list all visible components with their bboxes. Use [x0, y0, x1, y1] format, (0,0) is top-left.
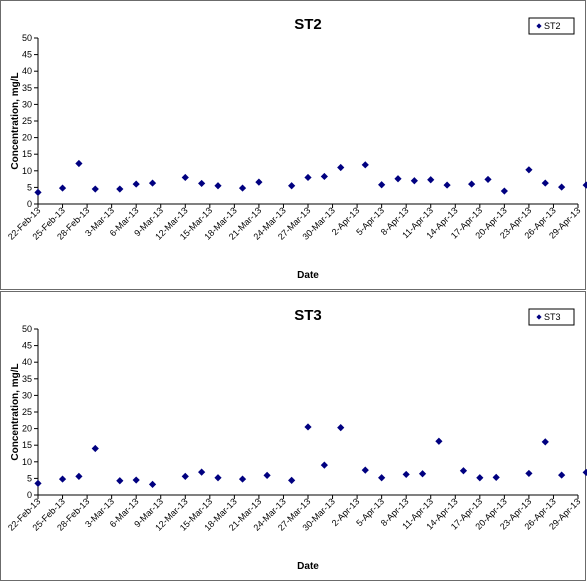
y-tick-label: 15 — [22, 149, 32, 159]
legend: ST2 — [528, 17, 575, 35]
legend-label: ST2 — [544, 21, 561, 31]
data-point — [132, 180, 140, 188]
data-point — [337, 163, 345, 172]
data-point — [459, 467, 468, 475]
st2-chart-panel: ST2 0 5 10 15 20 25 30 35 40 45 50 22-Feb-13 25-Feb-1… — [0, 0, 587, 290]
data-point — [402, 470, 410, 479]
data-point — [525, 166, 533, 174]
y-tick-label: 30 — [22, 390, 32, 400]
x-axis-title: Date — [297, 270, 319, 281]
data-point — [116, 477, 124, 485]
y-axis-title: Concentration, mg/L — [10, 363, 21, 460]
legend-marker — [536, 23, 542, 29]
y-tick-label: 25 — [22, 407, 32, 417]
data-point — [181, 472, 189, 481]
legend-label: ST3 — [544, 312, 561, 322]
y-tick-label: 35 — [22, 83, 32, 93]
chart-title: ST2 — [294, 16, 322, 33]
y-tick-label: 40 — [22, 357, 32, 367]
y-tick-label: 45 — [22, 341, 32, 351]
y-tick-label: 10 — [22, 457, 32, 467]
data-point — [361, 466, 369, 474]
data-point — [148, 179, 157, 187]
legend-box — [528, 17, 575, 35]
data-point — [214, 182, 222, 190]
y-tick-label: 30 — [22, 99, 32, 109]
y-tick-label: 35 — [22, 374, 32, 384]
data-point — [198, 179, 206, 188]
data-point — [558, 183, 566, 191]
data-point — [132, 476, 140, 484]
data-point — [148, 480, 157, 488]
y-tick-label: 5 — [27, 473, 32, 483]
y-tick-label: 45 — [22, 50, 32, 60]
data-point — [198, 468, 206, 476]
data-point — [427, 176, 435, 184]
data-point — [582, 468, 587, 477]
data-point — [541, 179, 549, 187]
st3-chart: ST30510152025303540455022-Feb-1325-Feb-1… — [6, 307, 587, 572]
y-tick-label: 50 — [22, 324, 32, 334]
data-point — [116, 185, 124, 193]
y-tick-label: 15 — [22, 440, 32, 450]
data-point — [361, 161, 369, 169]
data-point — [288, 182, 296, 190]
data-point — [476, 474, 484, 482]
y-tick-label: 0 — [27, 199, 32, 209]
data-point — [181, 173, 189, 182]
data-point — [263, 471, 271, 480]
y-tick-label: 0 — [27, 490, 32, 500]
data-point — [418, 470, 427, 478]
legend-marker — [536, 314, 542, 320]
data-point — [394, 175, 402, 183]
y-tick-label: 25 — [22, 116, 32, 126]
data-point — [320, 461, 328, 469]
data-point — [75, 159, 83, 168]
data-point — [288, 476, 296, 484]
st3-chart-panel: ST3 0 5 10 15 20 25 30 35 40 45 50 22-Feb-13 25-Feb-1… — [0, 291, 587, 581]
data-point — [558, 471, 566, 479]
data-point — [304, 173, 312, 182]
y-tick-label: 20 — [22, 133, 32, 143]
y-tick-label: 10 — [22, 166, 32, 176]
data-point — [58, 184, 67, 192]
data-point — [443, 181, 451, 189]
data-point — [500, 187, 508, 195]
data-point — [582, 181, 587, 189]
y-tick-label: 20 — [22, 424, 32, 434]
chart-title: ST3 — [294, 307, 322, 324]
y-tick-label: 50 — [22, 33, 32, 43]
legend: ST3 — [528, 308, 575, 326]
data-point — [238, 475, 247, 483]
data-point — [238, 184, 247, 192]
x-axis-title: Date — [297, 561, 319, 572]
data-point — [58, 475, 67, 483]
data-point — [214, 474, 222, 482]
data-point — [378, 181, 386, 189]
data-point — [435, 437, 443, 445]
st2-chart: ST20510152025303540455022-Feb-1325-Feb-1… — [6, 16, 587, 281]
data-point — [91, 444, 99, 453]
data-point — [468, 180, 476, 188]
y-tick-label: 40 — [22, 66, 32, 76]
data-point — [337, 424, 345, 432]
data-point — [34, 479, 42, 487]
data-point — [75, 472, 83, 481]
data-point — [492, 473, 500, 482]
data-point — [484, 175, 492, 184]
y-axis-title: Concentration, mg/L — [10, 72, 21, 169]
data-point — [410, 177, 418, 185]
data-point — [525, 469, 533, 478]
data-point — [34, 188, 42, 196]
data-point — [378, 474, 386, 482]
y-tick-label: 5 — [27, 182, 32, 192]
data-point — [320, 172, 328, 181]
data-point — [91, 185, 99, 193]
data-point — [255, 178, 263, 186]
legend-box — [528, 308, 575, 326]
data-point — [304, 423, 312, 431]
data-point — [541, 438, 549, 446]
